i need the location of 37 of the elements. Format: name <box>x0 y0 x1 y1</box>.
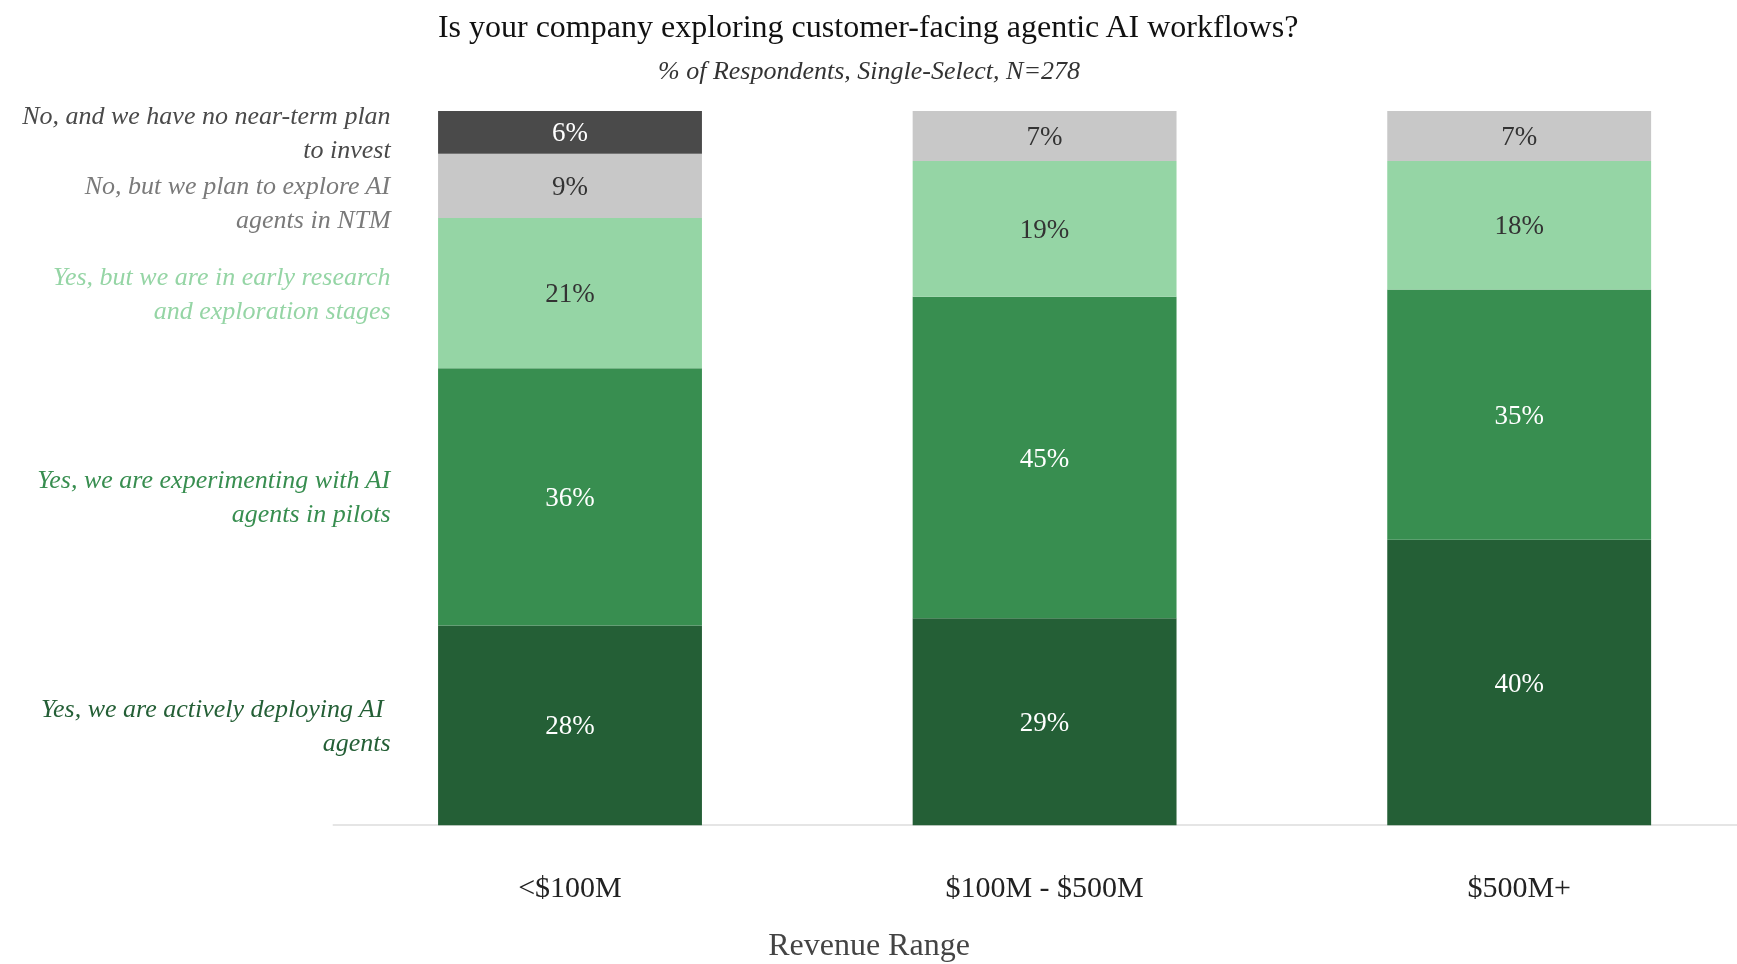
series-label: Yes, we are actively deploying AI agents <box>40 693 391 758</box>
bar <box>438 218 702 369</box>
data-label: 35% <box>1494 399 1544 430</box>
series-label: Yes, we are experimenting with AI agents in pilots <box>37 465 392 529</box>
data-label: 9% <box>552 170 589 201</box>
data-label: 18% <box>1494 210 1544 241</box>
chart-subtitle: % of Respondents, Single-Select, N=278 <box>658 55 1080 85</box>
data-label: 28% <box>545 710 595 741</box>
series-label: No, and we have no near-term plan to invest <box>21 100 392 165</box>
bar <box>1387 110 1652 161</box>
x-tick-label: $100M - $500M <box>945 869 1144 903</box>
bar <box>1387 289 1652 540</box>
bar <box>438 625 702 826</box>
series-label: No, but we plan to explore AI agents in NTM <box>83 171 392 235</box>
bar <box>438 110 702 154</box>
bar <box>1387 160 1652 290</box>
chart-title: Is your company exploring customer-facing agentic AI workflows? <box>437 7 1299 44</box>
series-label: Yes, but we are in early research and exploration stages <box>52 261 391 325</box>
data-label: 7% <box>1026 120 1063 151</box>
x-tick-label: $500M+ <box>1467 869 1571 903</box>
bar <box>912 296 1177 619</box>
data-label: 29% <box>1019 706 1070 737</box>
bar <box>912 618 1177 826</box>
bar <box>1387 539 1652 826</box>
bar <box>438 368 702 626</box>
data-label: 40% <box>1494 667 1544 698</box>
bar <box>912 110 1177 161</box>
data-label: 19% <box>1019 213 1070 244</box>
bar <box>438 153 702 219</box>
data-label: 7% <box>1501 120 1538 151</box>
x-tick-label: <$100M <box>518 869 622 903</box>
data-label: 6% <box>552 117 589 148</box>
bar <box>912 160 1177 297</box>
data-label: 45% <box>1019 442 1070 473</box>
data-label: 21% <box>545 278 595 309</box>
data-label: 36% <box>545 481 595 512</box>
x-axis-title: Revenue Range <box>768 925 970 962</box>
